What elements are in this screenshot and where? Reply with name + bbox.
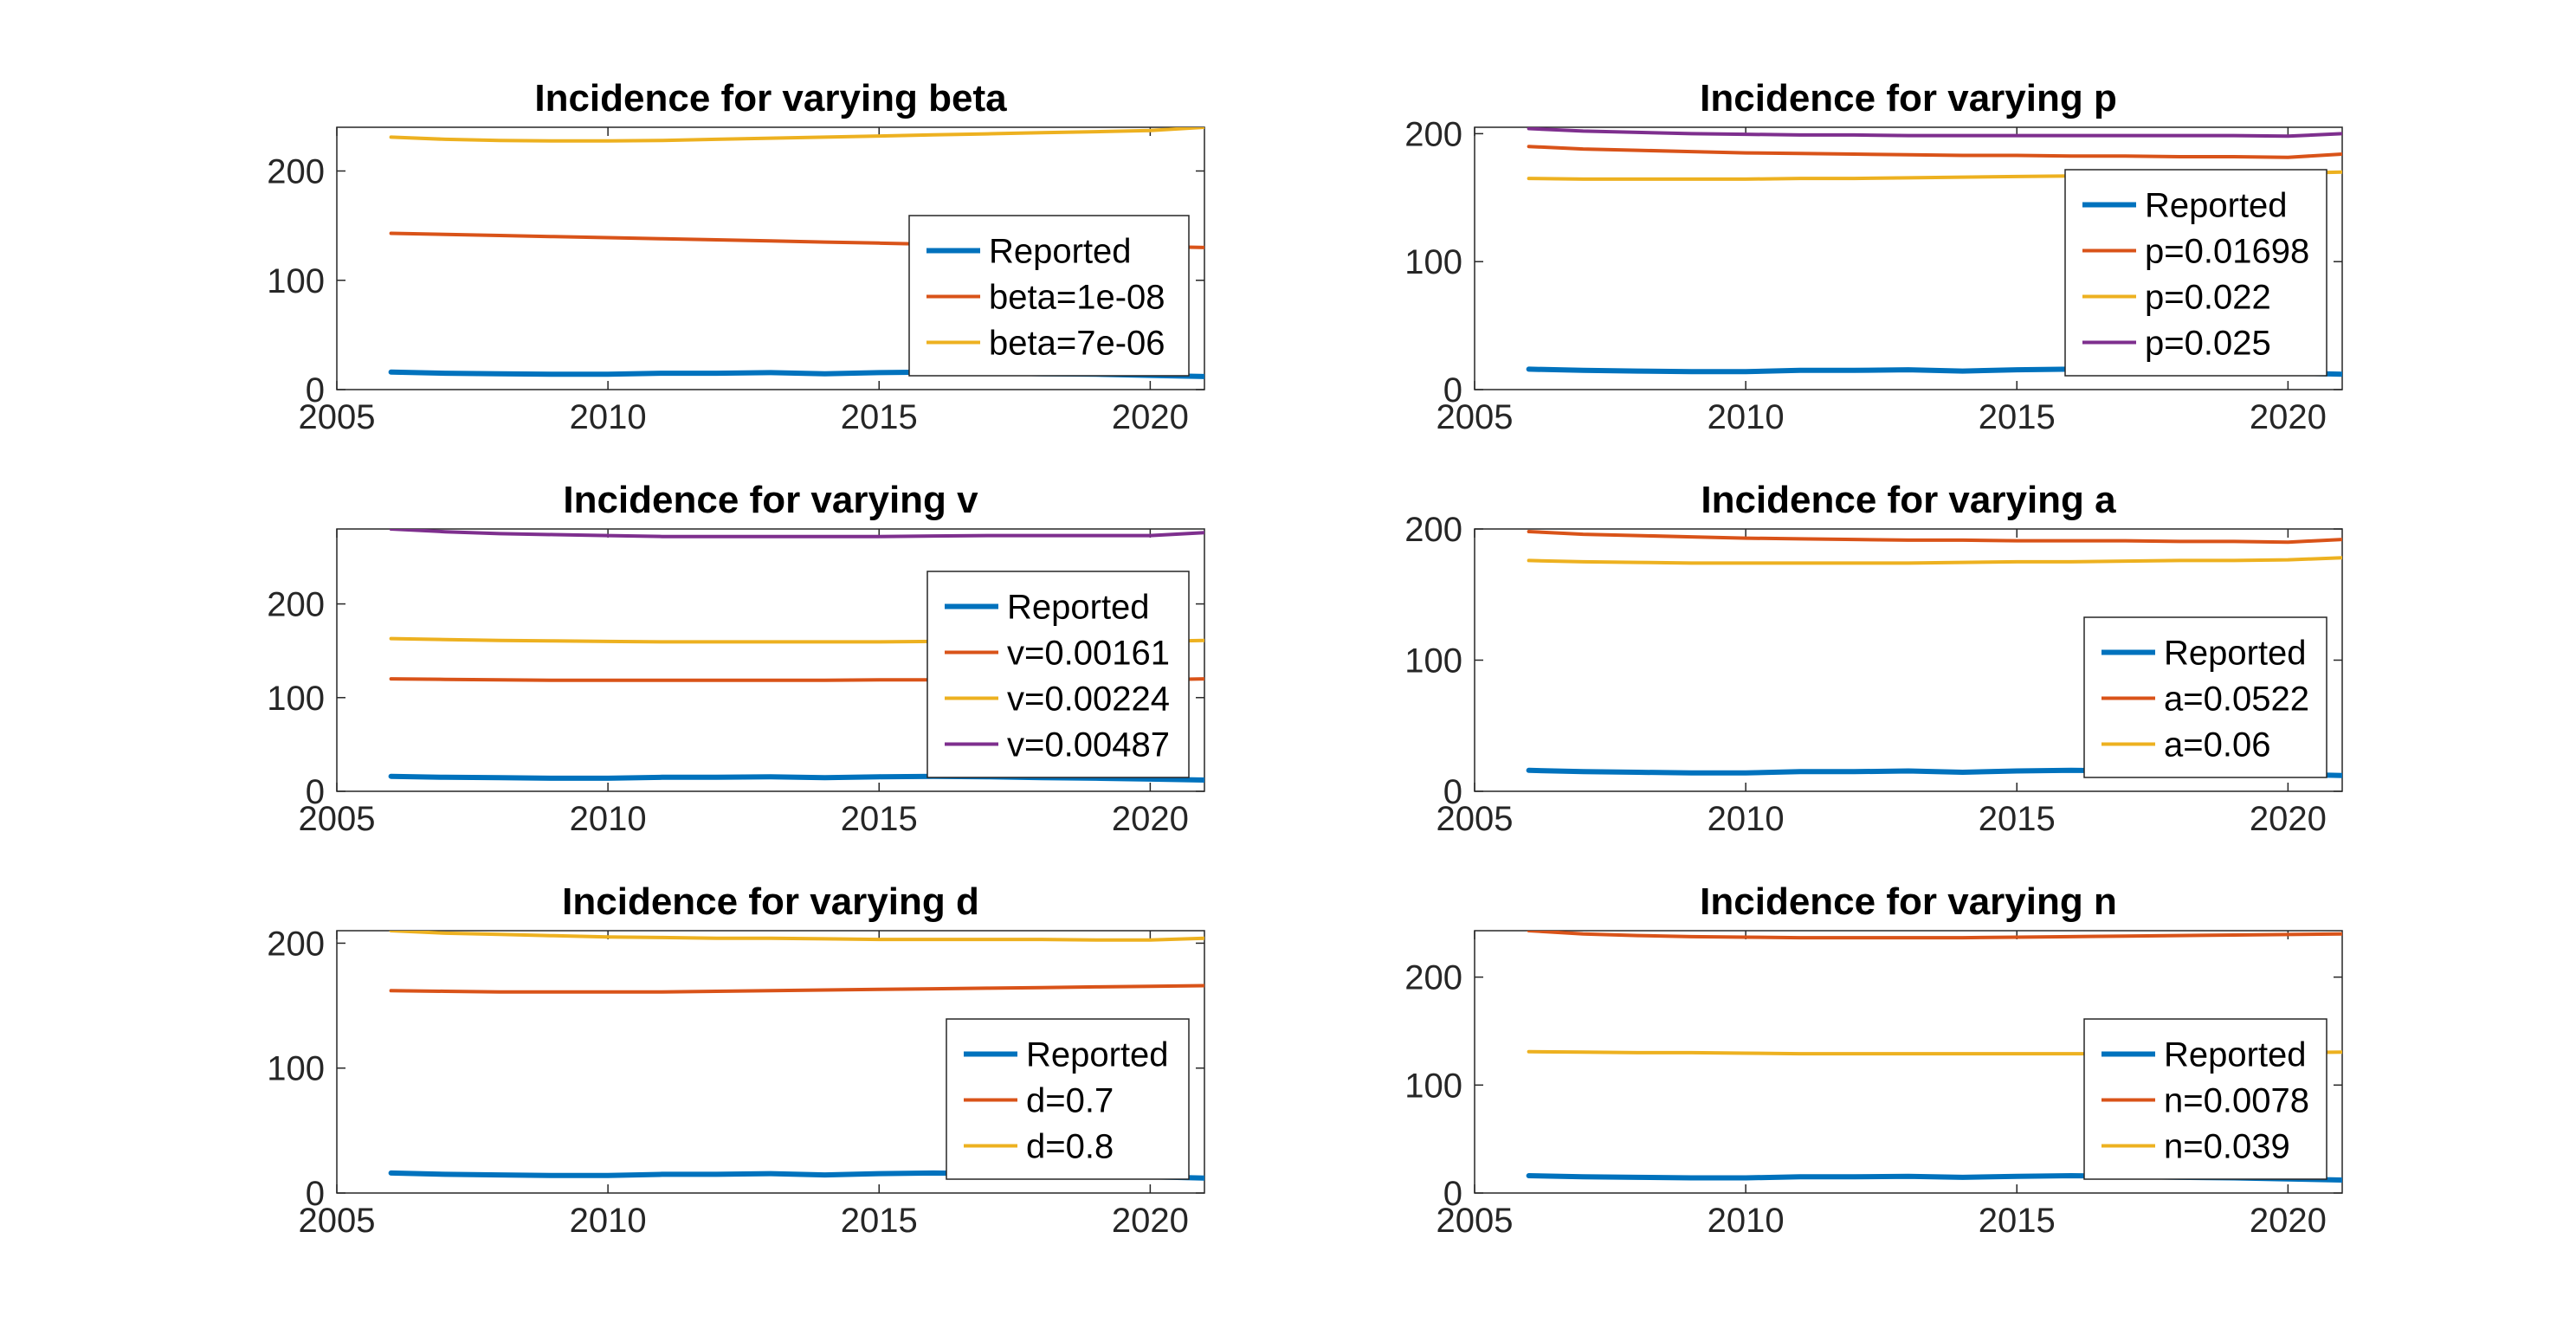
x-tick-label: 2005 (299, 800, 376, 838)
chart-title: Incidence for varying n (1700, 880, 2117, 923)
y-tick-label: 0 (1443, 773, 1462, 811)
legend-label: a=0.0522 (2164, 680, 2309, 719)
y-tick-label: 100 (267, 262, 325, 300)
legend-label: beta=7e-06 (989, 325, 1165, 363)
x-tick-label: 2015 (1979, 398, 2056, 436)
chart-panel-6: 2005 2010 2015 2020 0 100 200 Incidence for var… (1404, 880, 2343, 1240)
x-tick-label: 2010 (1708, 398, 1785, 436)
legend-label: p=0.01698 (2145, 233, 2309, 271)
y-tick-label: 200 (1404, 511, 1462, 549)
chart-panel-2: 2005 2010 2015 2020 0 100 200 Incidence for var… (1404, 77, 2343, 436)
y-tick-label: 200 (267, 153, 325, 191)
x-tick-label: 2020 (1112, 800, 1189, 838)
x-tick-label: 2020 (2250, 1202, 2327, 1240)
y-tick-label: 200 (267, 586, 325, 624)
legend-label: Reported (1007, 589, 1150, 627)
y-tick-label: 200 (267, 925, 325, 963)
x-tick-label: 2010 (570, 398, 647, 436)
chart-title: Incidence for varying d (562, 880, 979, 923)
x-tick-label: 2005 (1436, 398, 1514, 436)
y-tick-label: 0 (306, 371, 325, 410)
chart-title: Incidence for varying beta (534, 77, 1007, 119)
legend-label: v=0.00161 (1007, 635, 1170, 673)
legend-label: n=0.039 (2164, 1128, 2290, 1166)
legend-label: v=0.00487 (1007, 726, 1170, 764)
series-line-2 (1527, 145, 2342, 159)
y-tick-label: 100 (1404, 642, 1462, 680)
legend-label: Reported (989, 233, 1132, 271)
x-tick-label: 2010 (570, 800, 647, 838)
plot-area-frame (336, 126, 1205, 390)
x-tick-label: 2005 (299, 1202, 376, 1240)
legend-label: p=0.022 (2145, 279, 2271, 317)
series-line-4 (389, 529, 1204, 539)
plot-area-frame (1474, 126, 2343, 390)
chart-panel-4: 2005 2010 2015 2020 0 100 200 Incidence for var… (1404, 479, 2343, 838)
series-line-2 (389, 984, 1204, 994)
legend-label: d=0.7 (1026, 1082, 1114, 1120)
chart-title: Incidence for varying p (1700, 77, 2117, 119)
y-tick-label: 100 (1404, 1067, 1462, 1105)
y-tick-label: 0 (1443, 371, 1462, 410)
series-line-4 (1527, 127, 2342, 139)
x-tick-label: 2015 (1979, 800, 2056, 838)
x-tick-label: 2020 (2250, 800, 2327, 838)
legend-label: v=0.00224 (1007, 680, 1170, 719)
legend: Reported beta=1e-08 beta=7e-06 (908, 215, 1190, 377)
x-tick-label: 2015 (1979, 1202, 2056, 1240)
series-line-3 (389, 127, 1204, 143)
x-tick-label: 2010 (1708, 800, 1785, 838)
y-tick-label: 100 (267, 1050, 325, 1088)
x-tick-label: 2020 (2250, 398, 2327, 436)
y-tick-label: 200 (1404, 115, 1462, 153)
x-tick-label: 2020 (1112, 398, 1189, 436)
x-tick-label: 2010 (1708, 1202, 1785, 1240)
series-line-3 (389, 931, 1204, 942)
chart-title: Incidence for varying a (1701, 479, 2116, 521)
y-tick-label: 0 (306, 773, 325, 811)
plot-area-frame (1474, 930, 2343, 1194)
y-tick-label: 200 (1404, 959, 1462, 997)
series-line-2 (1527, 931, 2342, 940)
x-tick-label: 2015 (841, 1202, 918, 1240)
chart-panel-3: 2005 2010 2015 2020 0 100 200 Incidence for var… (267, 479, 1205, 838)
legend-label: beta=1e-08 (989, 279, 1165, 317)
chart-panel-1: 2005 2010 2015 2020 0 100 200 Incidence for var… (267, 77, 1205, 436)
x-tick-label: 2010 (570, 1202, 647, 1240)
x-tick-label: 2015 (841, 800, 918, 838)
legend-label: d=0.8 (1026, 1128, 1114, 1166)
legend: Reported d=0.7 d=0.8 (946, 1018, 1190, 1180)
legend: Reported p=0.01698 p=0.022 p=0.025 (2064, 169, 2327, 377)
legend-label: a=0.06 (2164, 726, 2270, 764)
legend-label: n=0.0078 (2164, 1082, 2309, 1120)
plot-area-frame (336, 930, 1205, 1194)
x-tick-label: 2005 (299, 398, 376, 436)
x-tick-label: 2015 (841, 398, 918, 436)
legend-label: p=0.025 (2145, 325, 2271, 363)
legend: Reported a=0.0522 a=0.06 (2083, 616, 2327, 778)
plot-area-frame (336, 528, 1205, 792)
series-line-2 (1527, 530, 2342, 545)
legend-label: Reported (2164, 635, 2307, 673)
legend-label: Reported (1026, 1036, 1169, 1074)
y-tick-label: 0 (306, 1175, 325, 1213)
chart-panel-5: 2005 2010 2015 2020 0 100 200 Incidence for var… (267, 880, 1205, 1240)
legend-label: Reported (2164, 1036, 2307, 1074)
y-tick-label: 0 (1443, 1175, 1462, 1213)
legend: Reported v=0.00161 v=0.00224 v=0.00487 (926, 571, 1190, 778)
x-tick-label: 2020 (1112, 1202, 1189, 1240)
legend-label: Reported (2145, 187, 2288, 225)
x-tick-label: 2005 (1436, 1202, 1514, 1240)
series-line-3 (1527, 556, 2342, 565)
chart-title: Incidence for varying v (563, 479, 978, 521)
y-tick-label: 100 (267, 680, 325, 718)
y-tick-label: 100 (1404, 243, 1462, 281)
x-tick-label: 2005 (1436, 800, 1514, 838)
legend: Reported n=0.0078 n=0.039 (2083, 1018, 2327, 1180)
